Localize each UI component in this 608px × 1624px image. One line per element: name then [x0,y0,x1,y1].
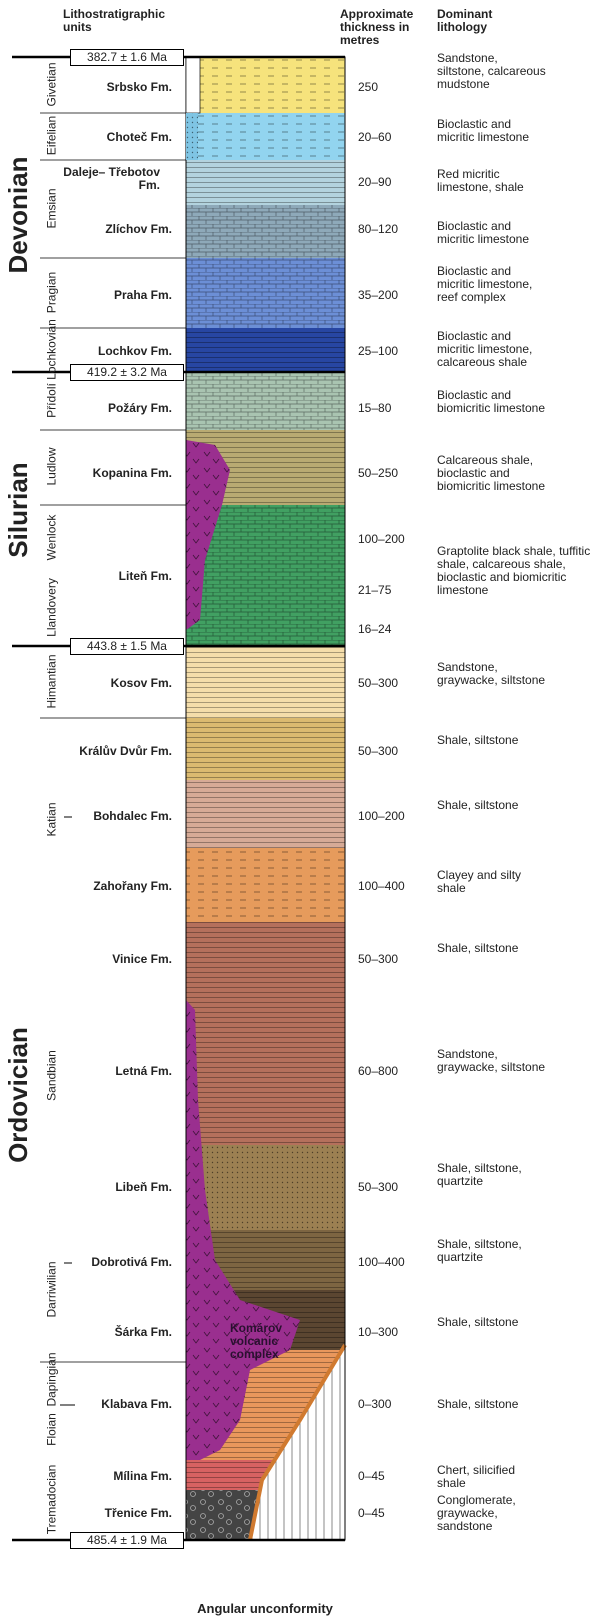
left-strip [186,113,198,160]
lithology-text: Bioclastic and micritic limestone [437,220,547,246]
lithology-text: Shale, siltstone [437,942,547,955]
lithology-text: Sandstone, siltstone, calcareous mudston… [437,52,547,91]
thickness-value: 25–100 [358,345,433,358]
thickness-value: 100–200 [358,533,433,546]
age-box: 382.7 ± 1.6 Ma [70,49,184,66]
lithology-text: Bioclastic and micritic limestone, calca… [437,330,547,369]
formation-name: Kopanina Fm. [60,467,172,480]
thickness-value: 100–200 [358,810,433,823]
formation-name: Lochkov Fm. [60,345,172,358]
period-label: Silurian [4,360,32,660]
thickness-value: 0–300 [358,1398,433,1411]
thickness-value: 50–300 [358,953,433,966]
left-strip [186,57,200,113]
lithology-text: Shale, siltstone [437,799,547,812]
band-pattern [186,1145,345,1230]
header-thickness: Approximate thickness in metres [340,8,435,47]
formation-name: Králův Dvůr Fm. [60,745,172,758]
thickness-value: 100–400 [358,880,433,893]
period-label: Devonian [4,65,32,365]
footer-label: Angular unconformity [150,1602,380,1615]
formation-name: Kosov Fm. [60,677,172,690]
lithology-text: Shale, siltstone [437,1316,547,1329]
stratigraphic-column: Lithostratigraphic units Approximate thic… [0,0,608,1624]
band-pattern [186,372,345,430]
band-pattern [186,205,345,258]
lithology-text: Shale, siltstone [437,1398,547,1411]
formation-name: Mílina Fm. [60,1470,172,1483]
thickness-value: 20–90 [358,176,433,189]
formation-name: Požáry Fm. [60,402,172,415]
formation-name: Srbsko Fm. [60,81,172,94]
lithology-text: Red micritic limestone, shale [437,168,547,194]
band-pattern [186,328,345,372]
header-units: Lithostratigraphic units [63,8,193,34]
band-pattern [186,645,345,718]
lithology-text: Sandstone, graywacke, siltstone [437,661,547,687]
band-pattern [186,113,345,160]
thickness-value: 50–250 [358,467,433,480]
band-pattern [186,57,345,113]
stage-label: Tremadocian [46,1440,59,1560]
lithology-text: Shale, siltstone [437,734,547,747]
thickness-value: 0–45 [358,1507,433,1520]
age-box: 419.2 ± 3.2 Ma [70,364,184,381]
stage-label: Himantian [46,622,59,742]
lithology-text: Calcareous shale, bioclastic and biomicr… [437,454,547,493]
formation-name: Klabava Fm. [60,1398,172,1411]
thickness-value: 80–120 [358,223,433,236]
period-label: Ordovician [4,945,32,1245]
lithology-text: Shale, siltstone, quartzite [437,1238,547,1264]
formation-name: Třenice Fm. [60,1507,172,1520]
lithology-text: Conglomerate, graywacke, sandstone [437,1494,547,1533]
formation-name: Praha Fm. [60,289,172,302]
lithology-text: Graptolite black shale, tuffitic shale, … [437,545,607,597]
thickness-value: 50–300 [358,677,433,690]
lithology-text: Sandstone, graywacke, siltstone [437,1048,547,1074]
formation-name: Zahořany Fm. [60,880,172,893]
thickness-value: 100–400 [358,1256,433,1269]
thickness-value: 21–75 [358,584,433,597]
stage-label: Katian [46,760,59,880]
thickness-value: 0–45 [358,1470,433,1483]
formation-name: Vinice Fm. [60,953,172,966]
formation-name: Choteč Fm. [60,131,172,144]
thickness-value: 20–60 [358,131,433,144]
band-pattern [186,780,345,848]
formation-name: Letná Fm. [60,1065,172,1078]
lithology-text: Bioclastic and micritic limestone, reef … [437,265,547,304]
thickness-value: 15–80 [358,402,433,415]
band-pattern [186,718,345,780]
thickness-value: 50–300 [358,745,433,758]
formation-name: Daleje– Třebotov Fm. [60,166,160,192]
band-pattern [186,922,345,1145]
thickness-value: 60–800 [358,1065,433,1078]
band-pattern [186,848,345,922]
formation-name: Dobrotivá Fm. [60,1256,172,1269]
lithology-text: Bioclastic and biomicritic limestone [437,389,547,415]
thickness-value: 16–24 [358,623,433,636]
formation-name: Bohdalec Fm. [60,810,172,823]
age-box: 485.4 ± 1.9 Ma [70,1532,184,1549]
thickness-value: 10–300 [358,1326,433,1339]
band-pattern [186,160,345,205]
stage-label: Sandbian [46,1016,59,1136]
lithology-text: Shale, siltstone, quartzite [437,1162,547,1188]
volcanic-label: Komárov volcanic complex [230,1322,310,1361]
thickness-value: 35–200 [358,289,433,302]
thickness-value: 250 [358,81,433,94]
age-box: 443.8 ± 1.5 Ma [70,638,184,655]
lithology-text: Chert, silicified shale [437,1464,547,1490]
formation-name: Zlíchov Fm. [60,223,172,236]
formation-name: Libeň Fm. [60,1181,172,1194]
formation-name: Liteň Fm. [60,570,172,583]
thickness-value: 50–300 [358,1181,433,1194]
lithology-text: Bioclastic and micritic limestone [437,118,547,144]
lithology-text: Clayey and silty shale [437,869,547,895]
band-pattern [186,258,345,328]
formation-name: Šárka Fm. [60,1326,172,1339]
header-lithology: Dominant lithology [437,8,517,34]
